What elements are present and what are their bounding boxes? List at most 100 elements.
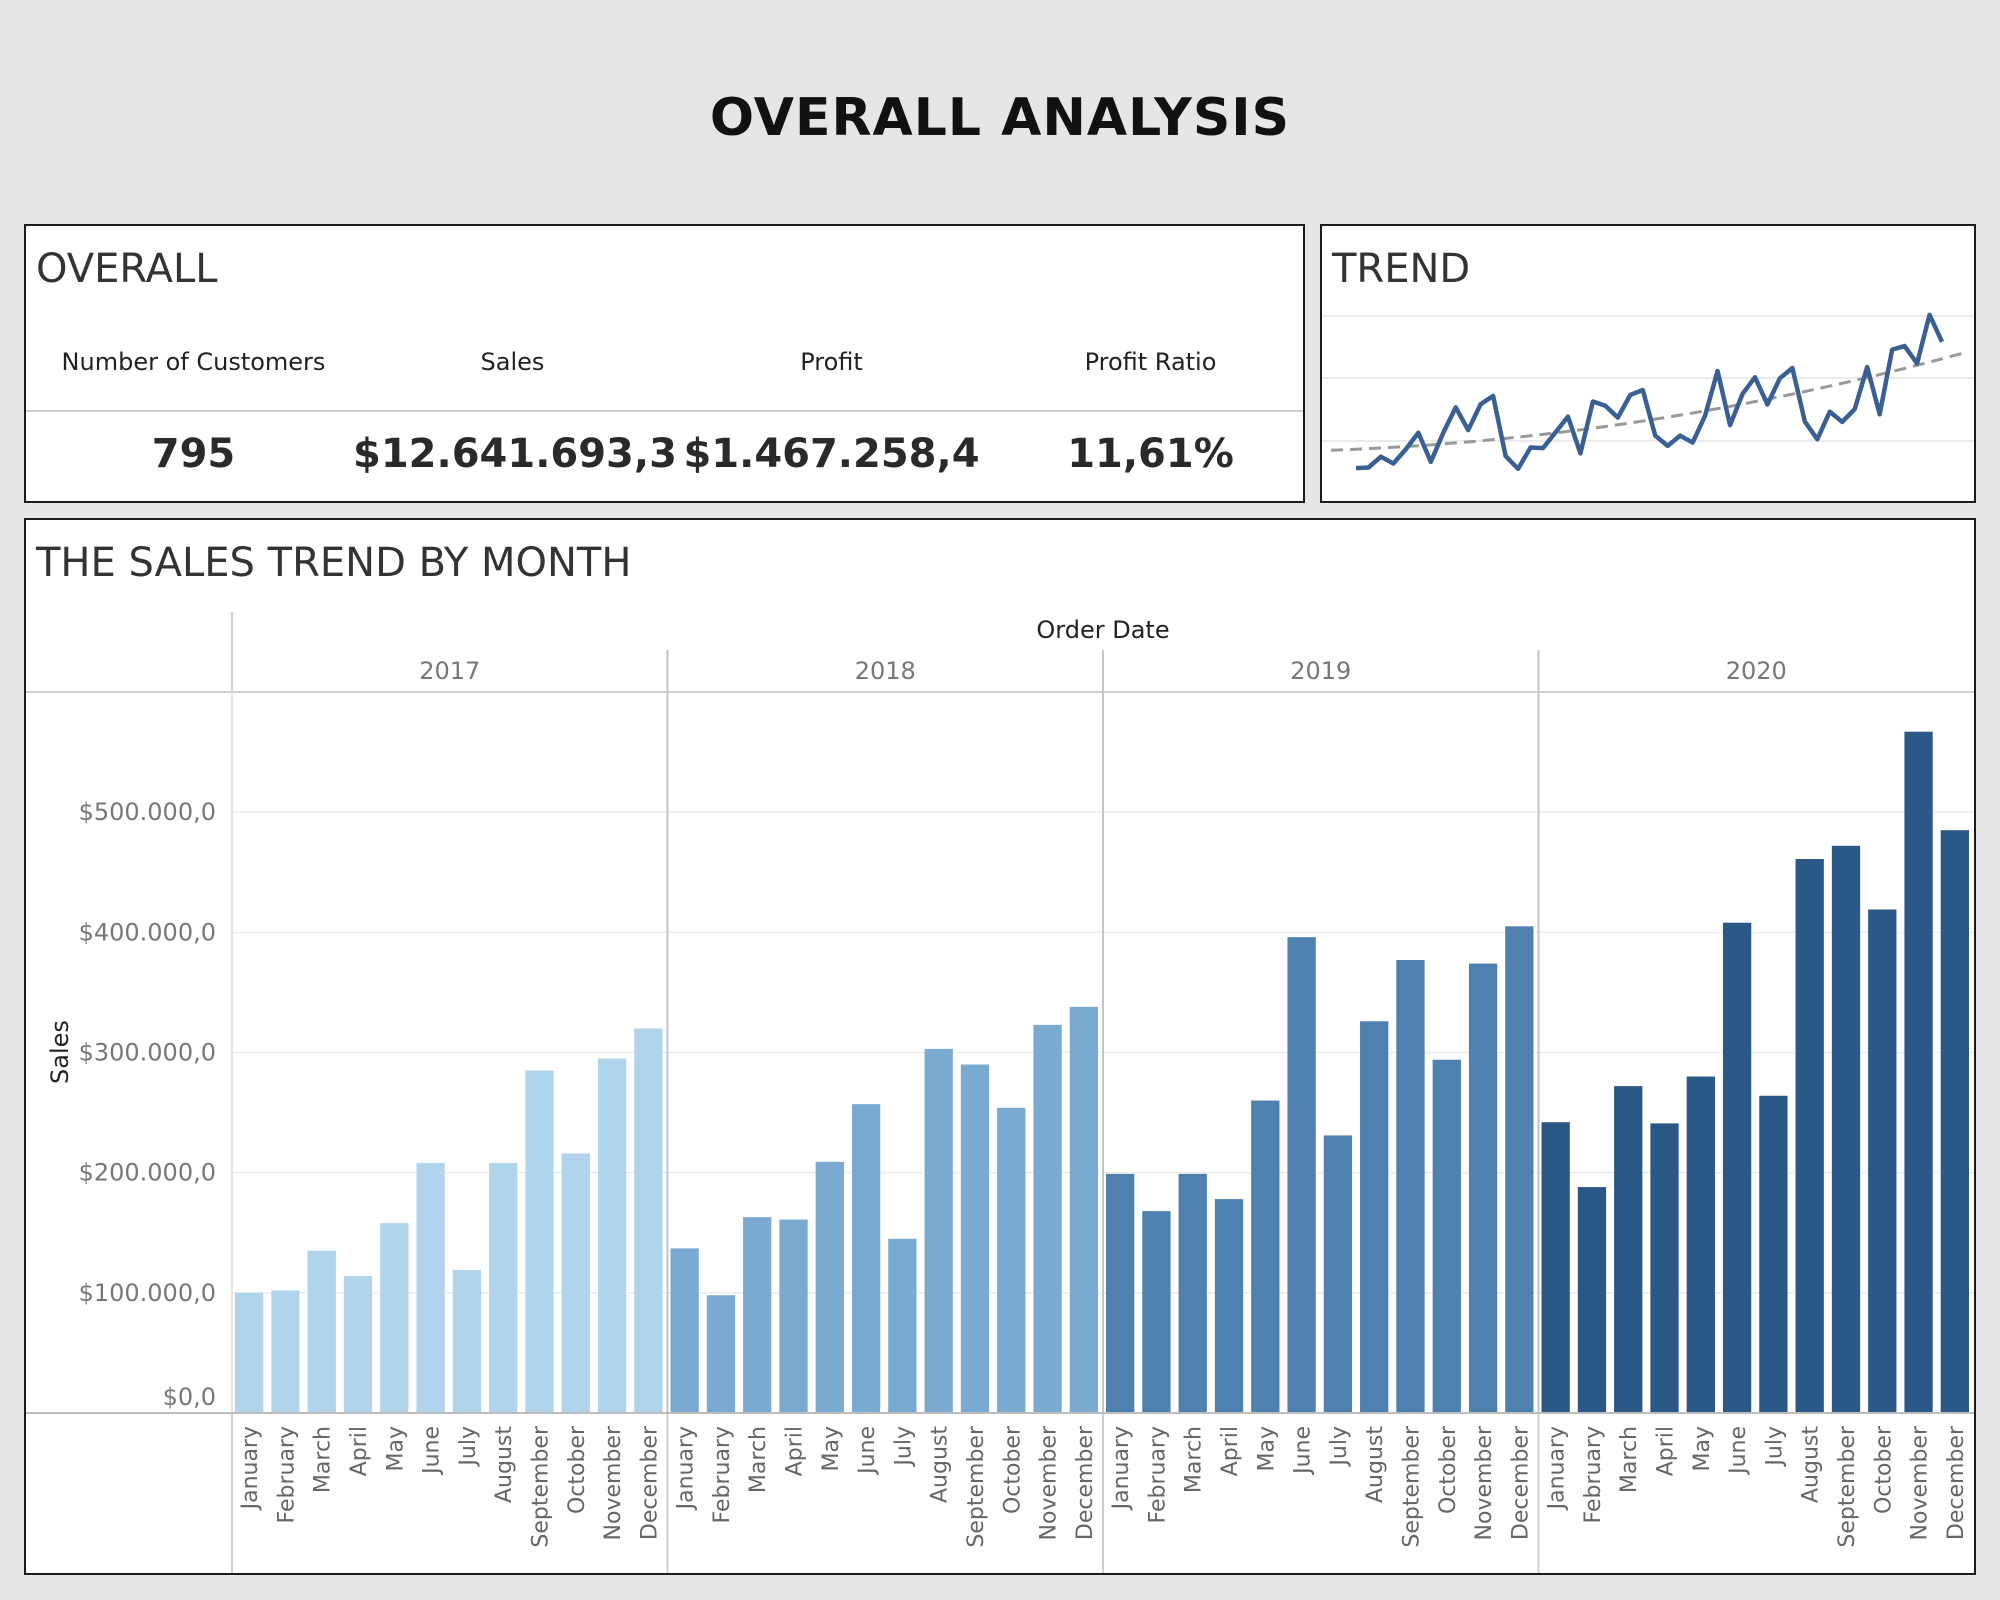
bar-2017-august — [489, 1163, 518, 1413]
kpi-profit-value: $1.467.258,4 — [683, 431, 980, 477]
month-label: August — [1363, 1426, 1388, 1503]
month-label: October — [565, 1425, 590, 1514]
y-tick-label: $100.000,0 — [79, 1279, 216, 1307]
month-label: June — [420, 1426, 445, 1476]
month-label: April — [347, 1426, 372, 1476]
month-label: July — [1327, 1426, 1352, 1468]
bar-2020-january — [1541, 1122, 1570, 1413]
month-label: January — [674, 1426, 699, 1511]
bar-2018-november — [1033, 1024, 1062, 1413]
bar-2017-may — [380, 1223, 409, 1413]
month-label: September — [1399, 1425, 1424, 1548]
overall-panel: OVERALL Number of Customers Sales Profit… — [24, 224, 1305, 503]
month-label: March — [1182, 1426, 1207, 1493]
bar-2020-april — [1650, 1123, 1679, 1413]
sales-trend-panel: THE SALES TREND BY MONTH Order Date $0,0 $… — [24, 518, 1976, 1575]
bar-2020-september — [1831, 845, 1861, 1413]
kpi-profit-label: Profit — [800, 348, 863, 376]
sales-trend-title: THE SALES TREND BY MONTH — [36, 540, 632, 586]
y-tick-label: $200.000,0 — [79, 1159, 216, 1187]
bar-2019-may — [1251, 1100, 1280, 1413]
month-label: May — [1254, 1426, 1279, 1471]
page-title: OVERALL ANALYSIS — [709, 88, 1291, 148]
bar-2018-december — [1069, 1006, 1098, 1413]
overall-title: OVERALL — [36, 246, 218, 292]
bar-2020-august — [1795, 859, 1824, 1413]
kpi-divider — [26, 410, 1303, 412]
bar-2018-may — [815, 1161, 844, 1413]
bar-2017-november — [597, 1058, 627, 1413]
bar-2018-march — [743, 1217, 772, 1413]
month-label: September — [964, 1425, 989, 1548]
bar-2019-october — [1432, 1059, 1461, 1413]
kpi-profit-ratio-label: Profit Ratio — [1084, 348, 1217, 376]
year-label-2019: 2019 — [1290, 657, 1351, 685]
y-tick-label: $400.000,0 — [79, 918, 216, 946]
month-label: March — [746, 1426, 771, 1493]
month-label: October — [1436, 1425, 1461, 1514]
month-label: December — [637, 1425, 662, 1540]
month-label: February — [274, 1426, 299, 1524]
month-label: March — [1617, 1426, 1642, 1493]
bar-2020-may — [1686, 1076, 1715, 1413]
y-axis-title: Sales — [46, 1020, 74, 1084]
month-label: January — [1109, 1426, 1134, 1511]
bar-2018-april — [779, 1219, 808, 1413]
bar-2017-october — [561, 1153, 590, 1413]
sales-bar-chart: Order Date $0,0 $100.000,0 $200.000,0 $300.0… — [26, 612, 1974, 1573]
bar-2018-june — [851, 1104, 881, 1413]
bar-2020-june — [1722, 922, 1752, 1413]
month-label: October — [1871, 1425, 1896, 1514]
month-label: February — [1581, 1426, 1606, 1524]
bar-2020-november — [1904, 731, 1933, 1413]
y-tick-label: $300.000,0 — [79, 1039, 216, 1067]
bar-2017-june — [416, 1163, 445, 1413]
kpi-customers-label: Number of Customers — [61, 348, 326, 376]
bar-2018-october — [997, 1107, 1026, 1413]
kpi-profit-ratio-value: 11,61% — [1067, 431, 1234, 477]
bar-2018-january — [670, 1248, 699, 1413]
month-label: August — [1799, 1426, 1824, 1503]
bar-2019-january — [1106, 1173, 1135, 1413]
bar-2019-november — [1468, 963, 1498, 1413]
y-tick-label: $0,0 — [163, 1383, 216, 1411]
bar-2019-april — [1214, 1199, 1244, 1413]
bar-2020-october — [1868, 909, 1897, 1413]
bar-2017-september — [525, 1070, 554, 1413]
bar-2019-march — [1178, 1173, 1207, 1413]
trend-panel: TREND — [1320, 224, 1976, 503]
month-label: November — [1037, 1425, 1062, 1540]
bar-2017-march — [307, 1250, 336, 1413]
trend-chart — [1322, 312, 1974, 472]
month-label: June — [1291, 1426, 1316, 1476]
month-label: May — [819, 1426, 844, 1471]
month-label: August — [492, 1426, 517, 1503]
bar-2020-july — [1759, 1095, 1788, 1413]
kpi-sales-label: Sales — [480, 348, 545, 376]
month-label: April — [1218, 1426, 1243, 1476]
month-label: November — [601, 1425, 626, 1540]
bar-2017-july — [452, 1270, 482, 1413]
month-label: July — [891, 1426, 916, 1468]
month-label: December — [1508, 1425, 1533, 1540]
bar-2018-february — [706, 1295, 736, 1413]
month-label: September — [528, 1425, 553, 1548]
bar-2019-august — [1360, 1021, 1389, 1413]
bar-2020-december — [1940, 830, 1969, 1413]
month-label: May — [1690, 1426, 1715, 1471]
bar-2018-july — [888, 1238, 917, 1413]
month-label: June — [1726, 1426, 1751, 1476]
month-label: July — [456, 1426, 481, 1468]
kpi-customers-value: 795 — [151, 431, 236, 477]
trend-series-line — [1355, 312, 1945, 472]
month-label: January — [238, 1426, 263, 1511]
bar-2020-february — [1577, 1187, 1607, 1413]
bar-2017-january — [235, 1292, 264, 1413]
month-label: February — [1145, 1426, 1170, 1524]
month-label: July — [1762, 1426, 1787, 1468]
month-label: December — [1073, 1425, 1098, 1540]
bar-2018-september — [960, 1064, 990, 1413]
month-label: October — [1000, 1425, 1025, 1514]
bar-2017-december — [634, 1028, 663, 1413]
bar-2019-june — [1287, 937, 1316, 1413]
